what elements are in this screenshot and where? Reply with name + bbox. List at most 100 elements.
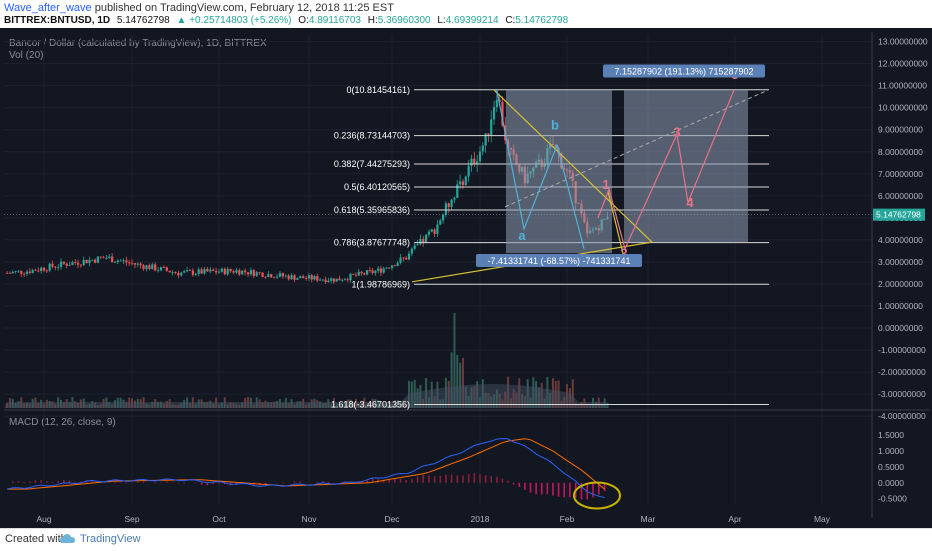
wave-label-a: a <box>518 228 526 243</box>
candle <box>431 229 433 231</box>
candle <box>436 225 438 234</box>
candle <box>218 272 220 273</box>
candle <box>174 272 176 273</box>
candle <box>327 281 329 282</box>
price-tick-label: 13.00000000 <box>878 37 928 47</box>
created-with-text: Created with <box>5 533 67 545</box>
macd-hist-bar <box>218 483 220 484</box>
candle <box>456 184 458 197</box>
price-tick-label: 8.00000000 <box>878 147 923 157</box>
candle <box>253 270 255 276</box>
candle <box>60 262 62 267</box>
candle <box>192 271 194 275</box>
candle <box>68 265 70 266</box>
candle <box>151 264 153 269</box>
candle <box>422 239 424 242</box>
candle <box>416 244 418 245</box>
author-link[interactable]: Wave_after_wave <box>4 2 92 14</box>
candle <box>195 274 197 275</box>
candle <box>54 267 56 268</box>
candle <box>383 268 385 272</box>
candle <box>215 271 217 272</box>
candle <box>273 277 275 278</box>
candle <box>103 257 105 258</box>
macd-hist-bar <box>411 479 413 483</box>
candle <box>203 269 205 274</box>
tradingview-brand[interactable]: TradingView <box>80 533 141 545</box>
macd-hist-bar <box>18 481 20 482</box>
chart-stage[interactable]: Bancor / Dollar (calculated by TradingVi… <box>0 28 932 528</box>
axes: 13.0000000012.0000000011.0000000010.0000… <box>4 32 930 524</box>
candle <box>97 257 99 263</box>
macd-hist-bar <box>592 483 594 498</box>
candle <box>319 280 321 281</box>
candle <box>250 270 252 274</box>
candle <box>140 264 142 266</box>
fib-label: 0.786(3.87677748) <box>334 238 410 248</box>
candle <box>394 265 396 266</box>
price-tick-label: 1.00000000 <box>878 301 923 311</box>
time-tick-label: Feb <box>560 514 575 524</box>
macd-hist-bar <box>552 483 554 496</box>
candle <box>330 278 332 280</box>
wave-label-3: 3 <box>673 124 680 139</box>
high-value: 5.36960300 <box>378 15 431 26</box>
fib-label: 0.382(7.44275293) <box>334 159 410 169</box>
time-tick-label: 2018 <box>471 514 490 524</box>
candle <box>100 257 102 258</box>
macd-hist-bar <box>479 474 481 483</box>
candle <box>374 271 376 273</box>
macd-tick-label: 1.5000 <box>878 430 904 440</box>
price-tick-label: 10.00000000 <box>878 103 928 113</box>
macd-hist-bar <box>507 481 509 483</box>
candle <box>308 275 310 278</box>
candle <box>206 269 208 272</box>
candle <box>377 268 379 270</box>
candle <box>117 261 119 262</box>
candle <box>428 232 430 235</box>
candle <box>261 273 263 277</box>
macd-hist-bar <box>388 480 390 483</box>
candle <box>137 264 139 265</box>
time-tick-label: Apr <box>728 514 741 524</box>
candle <box>264 277 266 278</box>
candle <box>479 151 481 161</box>
candle <box>108 257 110 258</box>
macd-hist-bar <box>541 483 543 495</box>
candle <box>405 258 407 260</box>
candle <box>336 279 338 282</box>
low-value: 4.69399214 <box>446 15 499 26</box>
candle <box>180 273 182 276</box>
price-tick-label: 9.00000000 <box>878 125 923 135</box>
candle <box>224 269 226 275</box>
candle <box>259 272 261 273</box>
candle <box>20 271 22 274</box>
candle <box>402 258 404 259</box>
macd-hist-bar <box>74 482 76 483</box>
macd-hist-bar <box>63 480 65 483</box>
candle <box>462 181 464 185</box>
high-label: H: <box>368 15 378 26</box>
macd-hist-bar <box>474 473 476 482</box>
macd-hist-bar <box>137 482 139 483</box>
candle <box>448 203 450 207</box>
candle <box>433 229 435 233</box>
candle <box>385 268 387 269</box>
candle <box>32 270 34 273</box>
macd-hist-bar <box>468 474 470 483</box>
candle <box>338 279 340 281</box>
chart-svg[interactable]: Bancor / Dollar (calculated by TradingVi… <box>0 28 932 528</box>
low-label: L: <box>437 15 445 26</box>
candle <box>94 260 96 263</box>
candle <box>12 272 14 273</box>
macd-hist-bar <box>434 476 436 482</box>
measure-down-text: -7.41331741 (-68.57%) -741331741 <box>487 256 630 266</box>
candle <box>397 263 399 266</box>
open-value: 4.89116703 <box>309 15 361 26</box>
candle <box>46 271 48 272</box>
candle <box>77 263 79 265</box>
macd-hist-bar <box>405 480 407 483</box>
candle <box>221 269 223 272</box>
candle <box>465 177 467 185</box>
candle <box>66 264 68 266</box>
